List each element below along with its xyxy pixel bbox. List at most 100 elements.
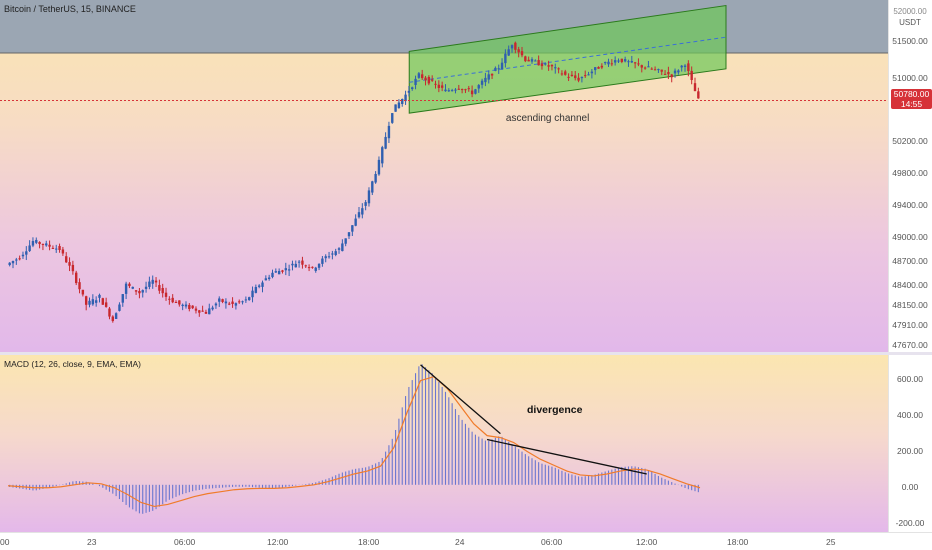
candle-body bbox=[71, 264, 75, 272]
pane-separator[interactable] bbox=[0, 352, 932, 355]
candle-body bbox=[304, 265, 307, 267]
candle-body bbox=[387, 125, 391, 139]
candle-body bbox=[254, 286, 258, 293]
candle-body bbox=[48, 244, 51, 247]
candle-body bbox=[261, 282, 264, 287]
candle-body bbox=[204, 311, 208, 314]
time-tick: 00 bbox=[0, 537, 10, 547]
candle-body bbox=[354, 218, 357, 226]
price-tick: 49000.00 bbox=[892, 232, 928, 242]
resistance-zone bbox=[0, 0, 888, 53]
price-chart-pane[interactable]: ascending channel Bitcoin / TetherUS, 15… bbox=[0, 0, 888, 352]
candle-body bbox=[547, 65, 550, 67]
price-chart[interactable]: ascending channel bbox=[0, 0, 888, 352]
candle-body bbox=[397, 102, 401, 109]
candle-body bbox=[374, 173, 377, 183]
candle-body bbox=[224, 301, 228, 304]
candle-body bbox=[65, 256, 68, 263]
candle-body bbox=[427, 76, 431, 84]
candle-body bbox=[434, 83, 437, 85]
candle-body bbox=[344, 238, 347, 244]
time-tick: 24 bbox=[455, 537, 465, 547]
candle-body bbox=[151, 279, 154, 284]
macd-axis[interactable]: 600.00 400.00 200.00 0.00 -200.00 bbox=[888, 355, 932, 532]
candle-body bbox=[590, 71, 594, 74]
candle-body bbox=[214, 303, 218, 306]
macd-pane[interactable]: divergence MACD (12, 26, close, 9, EMA, … bbox=[0, 355, 888, 532]
candle-body bbox=[264, 278, 268, 281]
candle-body bbox=[284, 268, 287, 271]
macd-chart[interactable]: divergence bbox=[0, 355, 888, 532]
candle-body bbox=[324, 256, 327, 259]
candle-body bbox=[663, 73, 667, 75]
candle-body bbox=[281, 270, 284, 272]
candle-body bbox=[294, 263, 297, 268]
candle-body bbox=[41, 243, 45, 245]
candle-body bbox=[134, 290, 138, 292]
candle-body bbox=[421, 74, 424, 79]
candle-body bbox=[600, 65, 604, 68]
price-tick: 47910.00 bbox=[892, 320, 928, 330]
candle-body bbox=[228, 303, 231, 305]
candle-body bbox=[75, 272, 78, 284]
macd-tick: 600.00 bbox=[897, 374, 923, 384]
candle-body bbox=[697, 91, 700, 99]
candle-body bbox=[524, 56, 527, 62]
candle-body bbox=[35, 239, 38, 243]
candle-body bbox=[384, 136, 387, 149]
candle-body bbox=[377, 159, 381, 175]
candle-body bbox=[667, 72, 670, 75]
candle-body bbox=[660, 69, 663, 72]
price-axis[interactable]: 52000.00 USDT 51500.00 51000.00 50200.00… bbox=[888, 0, 932, 352]
candle-body bbox=[118, 304, 121, 311]
candle-body bbox=[690, 70, 693, 81]
candle-body bbox=[321, 258, 324, 264]
candle-body bbox=[91, 299, 95, 305]
candle-body bbox=[287, 269, 291, 271]
candle-body bbox=[514, 42, 517, 50]
candle-body bbox=[540, 63, 544, 67]
candle-body bbox=[15, 259, 18, 261]
candle-body bbox=[484, 77, 487, 83]
candle-body bbox=[673, 70, 677, 74]
candle-body bbox=[371, 181, 374, 193]
macd-tick: -200.00 bbox=[895, 518, 925, 528]
candle-body bbox=[391, 113, 394, 123]
candle-body bbox=[683, 65, 687, 67]
candle-body bbox=[361, 208, 364, 215]
candle-body bbox=[128, 283, 131, 287]
candle-body bbox=[331, 253, 334, 255]
candle-body bbox=[404, 94, 407, 102]
candle-body bbox=[84, 296, 88, 305]
candle-body bbox=[124, 283, 128, 294]
candle-body bbox=[394, 104, 397, 112]
candle-body bbox=[594, 67, 597, 71]
candle-body bbox=[554, 67, 557, 69]
candle-body bbox=[334, 251, 337, 255]
candle-body bbox=[347, 232, 351, 237]
candle-body bbox=[610, 63, 614, 65]
price-tick: 48400.00 bbox=[892, 280, 928, 290]
candle-body bbox=[507, 49, 510, 56]
candle-body bbox=[497, 68, 500, 70]
time-axis[interactable]: 00 23 06:00 12:00 18:00 24 06:00 12:00 1… bbox=[0, 532, 932, 550]
candle-body bbox=[447, 90, 451, 92]
candle-body bbox=[291, 263, 294, 266]
macd-tick: 400.00 bbox=[897, 410, 923, 420]
macd-tick: 0.00 bbox=[901, 482, 919, 492]
candle-body bbox=[357, 212, 361, 218]
candle-body bbox=[637, 63, 640, 65]
candle-body bbox=[364, 202, 367, 206]
candle-body bbox=[657, 69, 660, 71]
price-tick: 49400.00 bbox=[892, 200, 928, 210]
candle-body bbox=[181, 304, 184, 307]
candle-body bbox=[11, 261, 15, 264]
candle-body bbox=[178, 300, 181, 305]
candle-body bbox=[414, 78, 417, 86]
candle-body bbox=[457, 88, 460, 90]
symbol-title[interactable]: Bitcoin / TetherUS, 15, BINANCE bbox=[4, 4, 136, 14]
candle-body bbox=[693, 83, 697, 92]
candle-body bbox=[25, 251, 28, 255]
price-tick: 48700.00 bbox=[892, 256, 928, 266]
macd-title[interactable]: MACD (12, 26, close, 9, EMA, EMA) bbox=[4, 359, 141, 369]
